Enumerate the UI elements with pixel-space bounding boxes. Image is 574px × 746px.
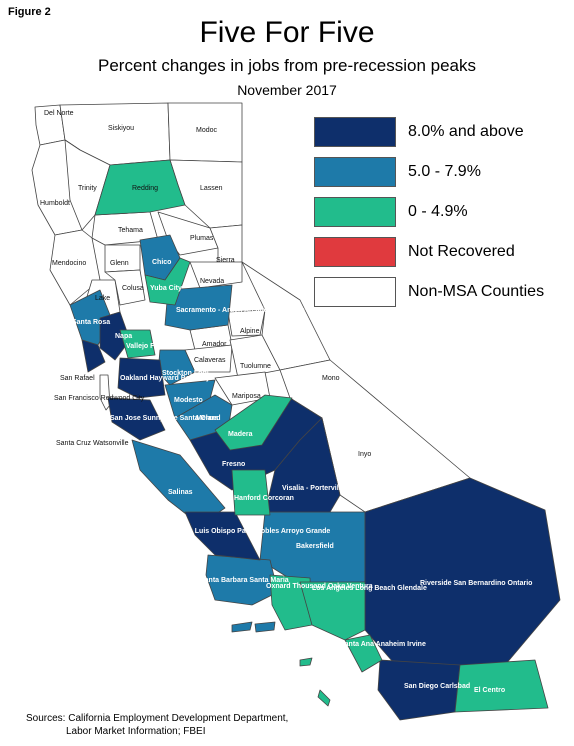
label-humboldt: Humboldt bbox=[40, 200, 70, 207]
label-tehama: Tehama bbox=[118, 227, 143, 234]
label-santa-rosa: Santa Rosa bbox=[72, 319, 110, 326]
channel-island bbox=[299, 657, 313, 667]
label-modesto: Modesto bbox=[174, 397, 203, 404]
label-san-diego: San Diego Carlsbad bbox=[404, 683, 470, 690]
label-calaveras: Calaveras bbox=[194, 357, 226, 364]
legend-item-0-5: 0 - 4.9% bbox=[314, 192, 544, 232]
channel-island bbox=[254, 621, 276, 633]
label-plumas: Plumas bbox=[190, 235, 214, 242]
label-vallejo: Vallejo Fairfield bbox=[126, 343, 177, 350]
label-tuolumne: Tuolumne bbox=[240, 363, 271, 370]
legend-swatch-0-5 bbox=[314, 197, 396, 227]
figure-label: Figure 2 bbox=[8, 6, 51, 18]
label-merced: Merced bbox=[196, 415, 221, 422]
legend-swatch-non-msa bbox=[314, 277, 396, 307]
label-stockton: Stockton Lodi bbox=[162, 370, 209, 377]
county-yuba-city bbox=[144, 257, 191, 306]
county-madera bbox=[214, 394, 293, 451]
county-vallejo bbox=[119, 329, 156, 359]
legend-label: 8.0% and above bbox=[408, 123, 524, 140]
label-mariposa: Mariposa bbox=[232, 393, 261, 400]
county-santa-barbara bbox=[205, 554, 279, 606]
label-oxnard: Oxnard Thousand Oaks Ventura bbox=[266, 583, 373, 590]
label-inyo: Inyo bbox=[358, 451, 371, 458]
label-hanford: Hanford Corcoran bbox=[234, 495, 294, 502]
county-los-angeles bbox=[299, 581, 366, 641]
label-lake: Lake bbox=[95, 295, 110, 302]
label-santa-cruz: Santa Cruz Watsonville bbox=[56, 440, 129, 447]
label-amador: Amador bbox=[202, 341, 227, 348]
label-slo: San Luis Obispo Paso Robles Arroyo Grand… bbox=[180, 528, 330, 535]
county-nevada bbox=[189, 261, 243, 289]
label-alpine: Alpine bbox=[240, 328, 260, 335]
county-napa bbox=[99, 311, 131, 361]
label-visalia: Visalia - Porterville bbox=[282, 485, 345, 492]
label-nevada: Nevada bbox=[200, 278, 224, 285]
county-slo bbox=[184, 511, 261, 561]
legend-item-5-8: 5.0 - 7.9% bbox=[314, 152, 544, 192]
label-salinas: Salinas bbox=[168, 489, 193, 496]
legend-item-not-recovered: Not Recovered bbox=[314, 232, 544, 272]
label-riverside: Riverside San Bernardino Ontario bbox=[420, 580, 532, 587]
label-madera: Madera bbox=[228, 431, 253, 438]
label-sacramento: Sacramento - Arden Arcade - Roseville bbox=[176, 307, 305, 314]
label-chico: Chico bbox=[152, 259, 171, 266]
label-napa: Napa bbox=[115, 333, 132, 340]
legend-swatch-8-plus bbox=[314, 117, 396, 147]
county-oakland bbox=[117, 357, 166, 399]
label-los-angeles: Los Angeles Long Beach Glendale bbox=[312, 585, 427, 592]
label-santa-barbara: Santa Barbara Santa Maria bbox=[200, 577, 289, 584]
map-date: November 2017 bbox=[237, 82, 337, 98]
legend-label: 0 - 4.9% bbox=[408, 203, 468, 220]
label-santa-ana: Santa Ana Anaheim Irvine bbox=[340, 641, 426, 648]
label-del-norte: Del Norte bbox=[44, 110, 74, 117]
label-colusa: Colusa bbox=[122, 285, 144, 292]
label-lassen: Lassen bbox=[200, 185, 223, 192]
legend-swatch-5-8 bbox=[314, 157, 396, 187]
county-redding bbox=[94, 159, 186, 216]
county-san-diego bbox=[377, 659, 461, 721]
county-hanford bbox=[231, 469, 271, 516]
label-mono: Mono bbox=[322, 375, 340, 382]
label-siskiyou: Siskiyou bbox=[108, 125, 134, 132]
label-sierra: Sierra bbox=[216, 257, 235, 264]
county-sacramento bbox=[164, 284, 233, 331]
county-san-jose bbox=[107, 397, 166, 441]
channel-island bbox=[231, 621, 253, 633]
map-title: Five For Five bbox=[199, 16, 375, 49]
sources-line-2: Labor Market Information; FBEI bbox=[66, 726, 206, 737]
legend-item-8-plus: 8.0% and above bbox=[314, 112, 544, 152]
map-subtitle: Percent changes in jobs from pre-recessi… bbox=[98, 56, 476, 75]
legend-item-non-msa: Non-MSA Counties bbox=[314, 272, 544, 312]
label-san-francisco: San Francisco Redwood City bbox=[54, 395, 145, 402]
county-colusa bbox=[104, 269, 146, 306]
county-glenn bbox=[104, 244, 141, 273]
county-el-centro bbox=[454, 659, 549, 713]
legend-label: Non-MSA Counties bbox=[408, 283, 545, 300]
label-trinity: Trinity bbox=[78, 185, 97, 192]
channel-island bbox=[317, 689, 331, 707]
label-san-rafael: San Rafael bbox=[60, 375, 95, 382]
label-fresno: Fresno bbox=[222, 461, 245, 468]
label-san-jose: San Jose Sunnyvale Santa Clara bbox=[110, 415, 218, 422]
county-san-rafael bbox=[81, 339, 106, 373]
sources-note: Sources: California Employment Developme… bbox=[26, 712, 288, 738]
legend-label: 5.0 - 7.9% bbox=[408, 163, 481, 180]
label-glenn: Glenn bbox=[110, 260, 129, 267]
label-modoc: Modoc bbox=[196, 127, 218, 134]
label-el-centro: El Centro bbox=[474, 687, 505, 694]
legend-swatch-not-recovered bbox=[314, 237, 396, 267]
label-mendocino: Mendocino bbox=[52, 260, 86, 267]
county-san-francisco-redwood-city bbox=[99, 374, 111, 411]
label-yuba-city: Yuba City bbox=[150, 285, 182, 292]
legend-label: Not Recovered bbox=[408, 243, 515, 260]
county-santa-ana bbox=[344, 634, 383, 673]
label-redding: Redding bbox=[132, 185, 158, 192]
label-bakersfield: Bakersfield bbox=[296, 543, 334, 550]
label-oakland: Oakland Hayward Berkeley bbox=[120, 375, 210, 382]
sources-line-1: Sources: California Employment Developme… bbox=[26, 713, 289, 724]
legend: 8.0% and above 5.0 - 7.9% 0 - 4.9% Not R… bbox=[314, 112, 544, 312]
